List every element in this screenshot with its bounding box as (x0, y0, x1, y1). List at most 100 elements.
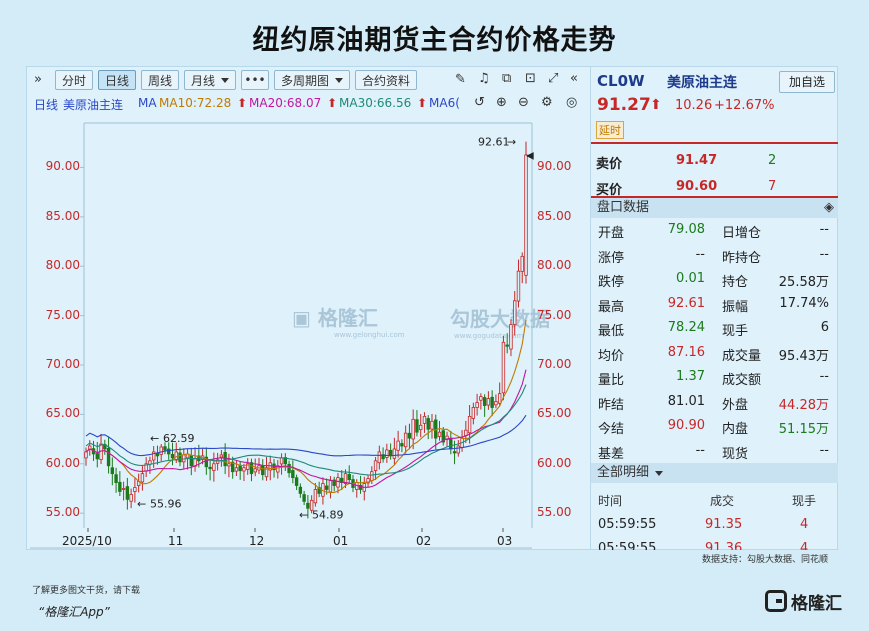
candle-body (151, 451, 156, 461)
zoom-in-icon[interactable]: ⊕ (496, 95, 507, 110)
more-button[interactable]: ••• (241, 70, 269, 90)
y-tick-label: 70.00 (45, 357, 80, 371)
ma20-line (85, 369, 527, 488)
multi-period-dropdown[interactable]: 多周期图 (274, 70, 350, 90)
candle-body (479, 396, 483, 401)
settings-icon[interactable]: ⚙ (541, 95, 553, 110)
candle-body (219, 454, 224, 458)
candle-body (178, 452, 182, 463)
tab-minute[interactable]: 分时 (55, 70, 93, 90)
add-watchlist-button[interactable]: 加自选 (779, 71, 835, 93)
candle-body (215, 459, 220, 464)
candle-body (309, 499, 314, 511)
tab-weekly[interactable]: 周线 (141, 70, 179, 90)
candle-body (298, 486, 303, 494)
quote-code: CL0W (597, 72, 645, 90)
candle-body (486, 398, 491, 406)
quote-change: 10.26 (675, 98, 713, 113)
footer-app-name: “格隆汇App” (38, 605, 110, 619)
contract-info-button[interactable]: 合约资料 (355, 70, 417, 90)
y-tick-label-right: 60.00 (537, 455, 572, 470)
ma60-line (85, 414, 527, 457)
candle-body (140, 473, 145, 483)
copy-icon[interactable]: ⧉ (502, 71, 512, 86)
y-tick-label: 65.00 (45, 406, 80, 421)
stat-cell: 最高 (598, 299, 625, 315)
stat-cell: 51.15万 (778, 422, 829, 437)
arrow-left-icon: ← (299, 508, 308, 521)
candle-body (287, 463, 291, 474)
zoom-out-icon[interactable]: ⊖ (518, 95, 529, 110)
candle-body (452, 451, 457, 454)
y-tick-label-right: 90.00 (537, 159, 572, 174)
candle-body (84, 451, 88, 459)
candle-body (381, 454, 385, 460)
stat-cell: 成交量 (722, 348, 762, 364)
annotation-label: 62.59 (163, 432, 195, 445)
candle-body (411, 418, 415, 440)
candle-body (163, 446, 167, 451)
candle-body (234, 467, 239, 472)
candle-body (494, 401, 498, 406)
stat-cell: 92.61 (667, 295, 705, 311)
candle-body (336, 477, 340, 488)
stat-cell: 78.24 (667, 320, 705, 335)
y-tick-label: 55.00 (45, 505, 80, 520)
ma10-line (85, 319, 527, 494)
stat-cell: 44.28万 (778, 397, 829, 413)
settings-icon[interactable]: ◈ (824, 200, 834, 215)
collapse-icon[interactable]: « (570, 71, 578, 86)
stat-cell: -- (819, 222, 829, 237)
stat-cell: 成交额 (722, 373, 762, 388)
delay-badge: 延时 (596, 121, 624, 139)
up-arrow-icon: ⬆ (417, 96, 428, 110)
stat-cell: 昨持仓 (722, 250, 762, 266)
window-icon[interactable]: ⊡ (525, 71, 536, 86)
stat-cell: -- (819, 246, 829, 262)
arrow-left-icon: ← (150, 432, 159, 445)
pen-icon[interactable]: ✎ (455, 72, 466, 87)
stat-cell: 基差 (598, 446, 625, 462)
candle-body (373, 460, 378, 471)
stat-cell: 昨结 (598, 397, 625, 413)
fullscreen-icon[interactable]: ⤢ (548, 71, 559, 86)
stat-cell: 6 (820, 320, 829, 335)
stat-cell: 1.37 (676, 369, 705, 384)
panel-clip (591, 550, 838, 570)
candle-body (264, 467, 269, 478)
stat-cell: 量比 (598, 373, 625, 388)
up-arrow-icon: ⬆ (327, 96, 338, 110)
stat-cell: 内盘 (722, 422, 749, 437)
candle-body (328, 480, 333, 493)
candle-body (302, 494, 306, 502)
detail-header[interactable]: 全部明细 (591, 463, 838, 483)
detail-cell: 91.35 (705, 517, 743, 532)
brand-logo: 格隆汇 (765, 589, 847, 614)
stat-cell: 25.58万 (778, 275, 829, 290)
bell-icon[interactable]: ♫ (478, 71, 490, 86)
eye-icon[interactable]: ◎ (566, 95, 578, 110)
y-tick-label: 60.00 (45, 455, 80, 470)
stat-cell: -- (819, 369, 829, 384)
candle-body (170, 453, 175, 459)
logo-icon (765, 590, 787, 612)
candle-body (230, 461, 235, 473)
candle-body (324, 485, 329, 490)
candle-body (524, 154, 528, 276)
candle-body (445, 435, 449, 440)
undo-icon[interactable]: ↺ (474, 95, 485, 110)
candle-body (242, 467, 246, 472)
y-tick-label-right: 85.00 (537, 208, 572, 223)
candle-body (279, 457, 284, 465)
month-dropdown[interactable]: 月线 (184, 70, 236, 90)
annotation-label: 55.96 (150, 498, 182, 511)
expand-icon[interactable]: » (34, 72, 42, 87)
tab-daily[interactable]: 日线 (98, 70, 136, 90)
stat-cell: 现手 (722, 324, 749, 339)
chevron-down-icon (335, 77, 343, 83)
candle-body (392, 448, 397, 459)
watermark-b: 勾股大数据 www.gogudata.com (450, 307, 550, 340)
candle-body (238, 464, 242, 472)
month-label: 月线 (190, 73, 215, 88)
